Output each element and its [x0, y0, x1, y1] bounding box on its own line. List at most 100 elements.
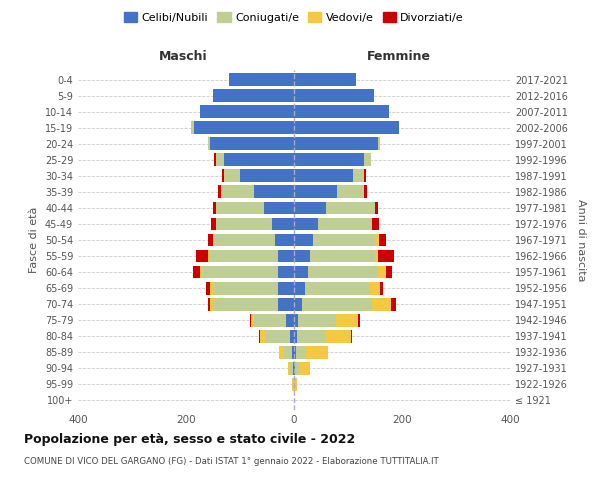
Bar: [379, 234, 386, 246]
Bar: [290, 330, 294, 342]
Bar: [211, 298, 213, 310]
Bar: [293, 378, 294, 391]
Bar: [336, 314, 358, 326]
Bar: [292, 346, 294, 358]
Bar: [214, 154, 216, 166]
Bar: [213, 298, 278, 310]
Bar: [337, 186, 364, 198]
Bar: [364, 170, 366, 182]
Bar: [199, 266, 202, 278]
Bar: [378, 138, 380, 150]
Bar: [296, 378, 297, 391]
Bar: [251, 314, 254, 326]
Bar: [259, 330, 260, 342]
Bar: [350, 330, 352, 342]
Bar: [299, 362, 310, 374]
Bar: [298, 314, 336, 326]
Bar: [302, 298, 372, 310]
Bar: [213, 202, 216, 214]
Bar: [305, 282, 370, 294]
Bar: [294, 330, 296, 342]
Bar: [240, 170, 294, 182]
Text: Maschi: Maschi: [158, 50, 208, 62]
Bar: [191, 122, 194, 134]
Bar: [378, 250, 394, 262]
Bar: [294, 73, 356, 86]
Bar: [216, 202, 265, 214]
Bar: [213, 282, 278, 294]
Y-axis label: Fasce di età: Fasce di età: [29, 207, 39, 273]
Text: COMUNE DI VICO DEL GARGANO (FG) - Dati ISTAT 1° gennaio 2022 - Elaborazione TUTT: COMUNE DI VICO DEL GARGANO (FG) - Dati I…: [24, 458, 439, 466]
Bar: [294, 282, 305, 294]
Bar: [364, 186, 367, 198]
Bar: [386, 266, 392, 278]
Bar: [326, 330, 350, 342]
Bar: [358, 314, 361, 326]
Bar: [294, 170, 353, 182]
Bar: [208, 250, 211, 262]
Bar: [294, 266, 308, 278]
Bar: [296, 330, 326, 342]
Bar: [293, 362, 294, 374]
Legend: Celibi/Nubili, Coniugati/e, Vedovi/e, Divorziati/e: Celibi/Nubili, Coniugati/e, Vedovi/e, Di…: [119, 8, 469, 28]
Bar: [284, 346, 292, 358]
Bar: [278, 298, 294, 310]
Bar: [287, 362, 290, 374]
Bar: [254, 186, 294, 198]
Bar: [375, 234, 379, 246]
Bar: [193, 266, 199, 278]
Bar: [213, 89, 294, 102]
Bar: [218, 186, 221, 198]
Bar: [224, 154, 294, 166]
Bar: [294, 154, 364, 166]
Bar: [294, 89, 374, 102]
Bar: [208, 298, 211, 310]
Bar: [294, 314, 298, 326]
Bar: [375, 202, 378, 214]
Bar: [294, 122, 400, 134]
Bar: [294, 250, 310, 262]
Bar: [286, 314, 294, 326]
Bar: [250, 314, 251, 326]
Bar: [372, 298, 391, 310]
Bar: [202, 266, 278, 278]
Bar: [308, 266, 378, 278]
Bar: [364, 154, 371, 166]
Bar: [307, 346, 328, 358]
Y-axis label: Anni di nascita: Anni di nascita: [576, 198, 586, 281]
Bar: [370, 282, 380, 294]
Bar: [213, 234, 275, 246]
Bar: [216, 154, 224, 166]
Bar: [310, 250, 375, 262]
Bar: [294, 234, 313, 246]
Bar: [260, 330, 265, 342]
Bar: [199, 106, 294, 118]
Bar: [221, 186, 254, 198]
Bar: [372, 218, 379, 230]
Bar: [206, 282, 211, 294]
Bar: [294, 138, 378, 150]
Bar: [294, 378, 296, 391]
Bar: [211, 282, 213, 294]
Bar: [208, 138, 211, 150]
Bar: [265, 330, 290, 342]
Bar: [391, 298, 395, 310]
Bar: [279, 346, 284, 358]
Bar: [278, 266, 294, 278]
Bar: [294, 218, 319, 230]
Bar: [222, 170, 224, 182]
Bar: [265, 202, 294, 214]
Bar: [378, 266, 386, 278]
Bar: [294, 362, 295, 374]
Bar: [353, 170, 364, 182]
Bar: [294, 186, 337, 198]
Bar: [326, 202, 375, 214]
Bar: [313, 234, 375, 246]
Bar: [211, 218, 216, 230]
Text: Popolazione per età, sesso e stato civile - 2022: Popolazione per età, sesso e stato civil…: [24, 432, 355, 446]
Bar: [208, 234, 213, 246]
Bar: [272, 218, 294, 230]
Bar: [294, 106, 389, 118]
Bar: [275, 234, 294, 246]
Bar: [196, 250, 208, 262]
